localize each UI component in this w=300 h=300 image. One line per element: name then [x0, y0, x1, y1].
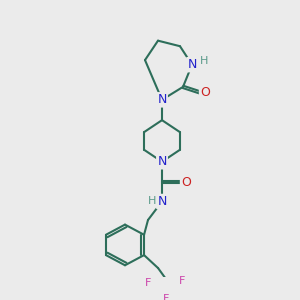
Text: N: N	[157, 195, 167, 208]
Text: N: N	[157, 93, 167, 106]
Text: N: N	[187, 58, 197, 71]
Text: F: F	[179, 276, 185, 286]
Text: H: H	[200, 56, 208, 66]
Text: F: F	[163, 293, 169, 300]
Text: H: H	[148, 196, 156, 206]
Text: N: N	[157, 155, 167, 168]
Text: F: F	[145, 278, 151, 288]
Text: O: O	[181, 176, 191, 189]
Text: O: O	[200, 86, 210, 99]
